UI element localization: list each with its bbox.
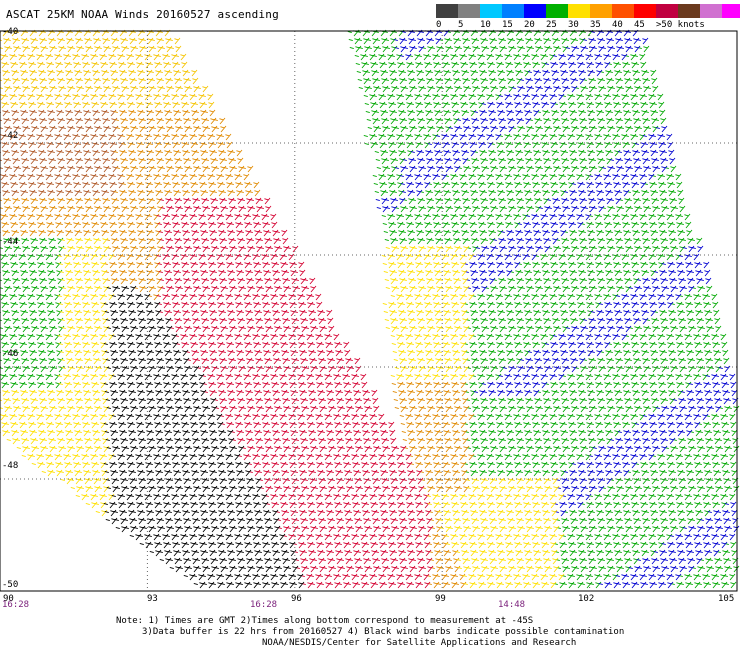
lon-label-90: 90 (3, 594, 14, 604)
wind-barb-group (0, 109, 475, 589)
time-label: 14:48 (498, 600, 526, 610)
time-label: 16:28 (2, 600, 30, 610)
map-frame (0, 30, 738, 592)
note-line: 3)Data buffer is 22 hrs from 20160527 4)… (142, 627, 625, 637)
speed-swatch (502, 4, 524, 18)
wind-speed-scale: 0 5 10 15 20 25 30 35 40 45 >50 knots (436, 4, 740, 30)
lon-label-96: 96 (291, 594, 302, 604)
lon-label-93: 93 (147, 594, 158, 604)
speed-scale-label: 5 (458, 20, 464, 30)
map-title: ASCAT 25KM NOAA Winds 20160527 ascending (6, 8, 279, 21)
note-line: Note: 1) Times are GMT 2)Times along bot… (116, 616, 534, 626)
wind-barb-group (0, 29, 215, 109)
lat-label-46: -46 (2, 349, 19, 359)
wind-barb-group (0, 109, 125, 197)
wind-barb-group (156, 197, 434, 589)
wind-barbs (0, 29, 740, 589)
wind-barb-group (103, 285, 305, 589)
footnotes: Note: 1) Times are GMT 2)Times along bot… (0, 616, 740, 649)
speed-scale-label: 20 (524, 20, 535, 30)
time-label: 16:28 (250, 600, 278, 610)
speed-swatch (612, 4, 634, 18)
wind-barb-group (375, 29, 740, 589)
speed-swatch (568, 4, 590, 18)
speed-scale-label: >50 knots (656, 20, 705, 30)
speed-scale-label: 45 (634, 20, 645, 30)
lat-lon-grid (0, 31, 737, 591)
speed-color-swatches (436, 4, 740, 18)
speed-scale-label: 40 (612, 20, 623, 30)
speed-swatch (524, 4, 546, 18)
note-line: NOAA/NESDIS/Center for Satellite Applica… (262, 638, 577, 648)
speed-swatch (656, 4, 678, 18)
speed-scale-label: 10 (480, 20, 491, 30)
speed-swatch (436, 4, 458, 18)
lat-label-50: -50 (2, 580, 19, 590)
speed-scale-label: 35 (590, 20, 601, 30)
lon-label-99: 99 (435, 594, 446, 604)
wind-barb-group (0, 237, 565, 589)
speed-scale-label: 25 (546, 20, 557, 30)
speed-swatch (546, 4, 568, 18)
lon-label-105: 105 (718, 594, 735, 604)
lat-label-44: -44 (2, 237, 19, 247)
lat-label-48: -48 (2, 461, 19, 471)
speed-swatch (480, 4, 502, 18)
wind-barb-group (0, 29, 740, 589)
speed-scale-label: 15 (502, 20, 513, 30)
speed-swatch (700, 4, 722, 18)
speed-swatch (678, 4, 700, 18)
lat-label-40: -40 (2, 27, 19, 37)
speed-scale-label: 0 (436, 20, 442, 30)
lon-label-102: 102 (578, 594, 595, 604)
speed-swatch (722, 4, 740, 18)
speed-scale-labels: 0 5 10 15 20 25 30 35 40 45 >50 knots (436, 18, 740, 30)
lat-label-42: -42 (2, 131, 19, 141)
speed-swatch (590, 4, 612, 18)
speed-scale-label: 30 (568, 20, 579, 30)
speed-swatch (458, 4, 480, 18)
speed-swatch (634, 4, 656, 18)
